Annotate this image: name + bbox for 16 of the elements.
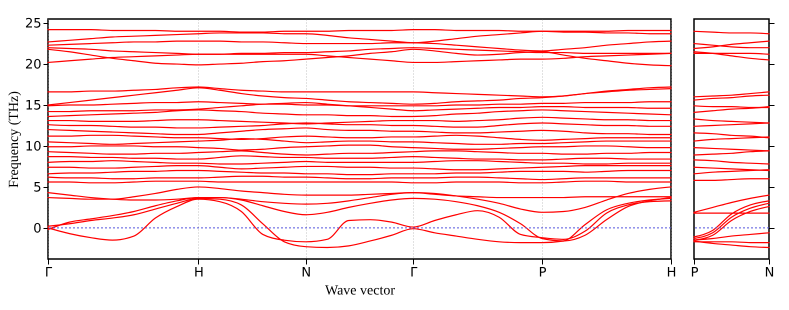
y-tick-label: 20 (24, 58, 42, 73)
y-axis-title: Frequency (THz) (6, 90, 22, 188)
y-tick-label: 0 (33, 221, 42, 236)
x-tick-label: Γ (410, 266, 418, 280)
y-tick-label: 10 (24, 139, 42, 154)
x-tick-label: P (690, 266, 699, 280)
x-axis-title: Wave vector (325, 284, 396, 298)
y-tick-label: 5 (33, 180, 42, 196)
x-tick-label: N (764, 266, 774, 280)
y-tick-label: 15 (24, 98, 42, 114)
x-tick-label: H (194, 266, 204, 280)
x-tick-label: Γ (44, 266, 53, 280)
x-tick-label: H (666, 266, 676, 280)
y-tick-label: 25 (24, 16, 42, 32)
x-tick-label: P (538, 266, 547, 280)
x-tick-label: N (301, 266, 312, 280)
